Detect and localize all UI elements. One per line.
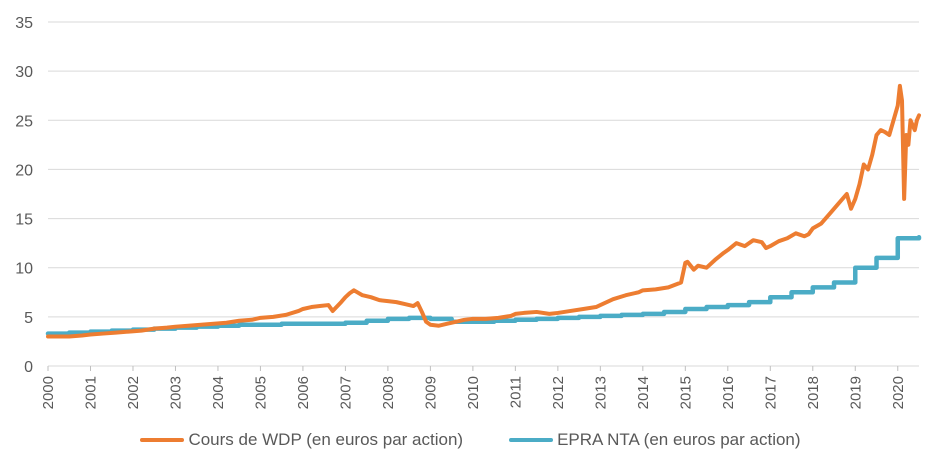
legend-item-wdp: Cours de WDP (en euros par action): [140, 430, 463, 450]
x-tick-label: 2015: [677, 376, 694, 409]
legend-swatch-wdp: [140, 438, 185, 442]
x-tick-label: 2016: [720, 376, 737, 409]
x-tick-label: 2017: [762, 376, 779, 409]
series-line-wdp: [46, 83, 921, 339]
x-tick-label: 2000: [40, 376, 57, 409]
x-tick-label: 2002: [125, 376, 142, 409]
legend-label-epra: EPRA NTA (en euros par action): [557, 430, 801, 449]
legend: Cours de WDP (en euros par action) EPRA …: [0, 430, 941, 450]
plot-area: 0 5 10 15 20 25 30 35 2000 2001 2002 2003 2004 2005 2…: [15, 15, 922, 409]
x-tick-label: 2019: [847, 376, 864, 409]
legend-item-epra: EPRA NTA (en euros par action): [509, 430, 801, 450]
x-tick-label: 2006: [295, 376, 312, 409]
x-tick-label: 2010: [465, 376, 482, 409]
x-tick-label: 2012: [550, 376, 567, 409]
x-tick-label: 2004: [210, 376, 227, 409]
y-tick-label: 25: [15, 113, 33, 130]
y-tick-label: 30: [15, 64, 33, 81]
x-tick-label: 2007: [337, 376, 354, 409]
y-tick-label: 5: [24, 310, 33, 327]
y-tick-label: 35: [15, 15, 33, 32]
y-tick-label: 0: [24, 359, 33, 376]
x-tick-label: 2011: [507, 376, 524, 408]
x-tick-label: 2008: [380, 376, 397, 409]
legend-label-wdp: Cours de WDP (en euros par action): [188, 430, 464, 449]
x-tick-label: 2009: [422, 376, 439, 409]
x-tick-label: 2003: [167, 376, 184, 409]
y-tick-label: 15: [15, 212, 33, 229]
legend-swatch-epra: [509, 438, 554, 442]
x-tick-label: 2013: [592, 376, 609, 409]
x-tick-label: 2001: [82, 376, 99, 409]
y-tick-label: 10: [15, 261, 33, 278]
x-tick-label: 2020: [890, 376, 907, 409]
y-tick-label: 20: [15, 162, 33, 179]
x-tick-label: 2014: [635, 376, 652, 409]
x-tick-label: 2005: [252, 376, 269, 409]
x-tick-label: 2018: [805, 376, 822, 409]
series-line-epra: [45, 234, 922, 336]
